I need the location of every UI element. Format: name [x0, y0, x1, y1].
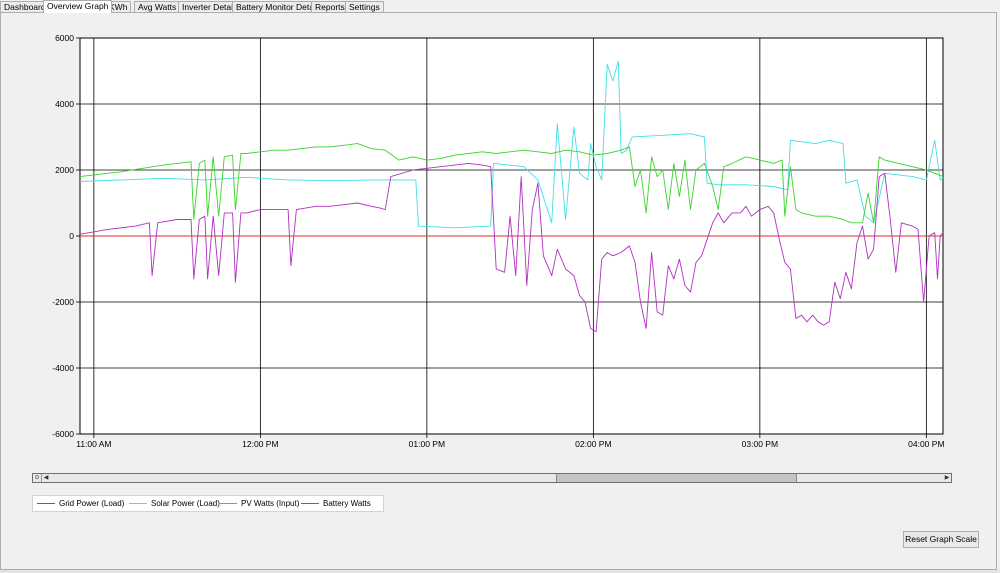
zoom-reset-icon[interactable]: ⊙: [33, 474, 42, 482]
tab-battery-monitor-detail[interactable]: Battery Monitor Detail: [232, 1, 322, 12]
x-tick-label: 04:00 PM: [908, 439, 944, 449]
y-tick-label: -2000: [52, 297, 74, 307]
y-tick-label: -6000: [52, 429, 74, 439]
tab-reports[interactable]: Reports: [311, 1, 349, 12]
y-tick-label: 6000: [55, 33, 74, 43]
legend-label: Battery Watts: [323, 499, 371, 508]
window-bottom-edge: [0, 570, 1000, 573]
y-tick-label: 0: [69, 231, 74, 241]
series-line-battery-watts: [79, 162, 944, 333]
y-tick-label: 4000: [55, 99, 74, 109]
chart-horizontal-scrollbar[interactable]: ⊙ ◀ ▶: [32, 473, 952, 483]
tab-inverter-detail[interactable]: Inverter Detail: [178, 1, 239, 12]
x-tick-label: 12:00 PM: [242, 439, 278, 449]
legend-item-pv-watts: PV Watts (Input): [219, 496, 299, 511]
tab-overview-graph[interactable]: Overview Graph: [43, 0, 113, 13]
scrollbar-thumb[interactable]: [556, 474, 797, 482]
legend-label: PV Watts (Input): [241, 499, 300, 508]
scroll-right-icon[interactable]: ▶: [944, 475, 950, 481]
legend-label: Grid Power (Load): [59, 499, 125, 508]
series-line-solar-power-load: [79, 60, 944, 229]
x-tick-label: 01:00 PM: [409, 439, 445, 449]
chart-legend: Grid Power (Load) Solar Power (Load) PV …: [32, 495, 384, 512]
series-line-pv-watts-input: [79, 143, 944, 224]
overview-graph-panel: 6000 4000 2000 0 -2000 -4000 -6000 11:00 AM 12:0…: [0, 12, 997, 570]
x-tick-label: 02:00 PM: [575, 439, 611, 449]
scroll-left-icon[interactable]: ◀: [43, 475, 49, 481]
legend-item-solar-power: Solar Power (Load): [129, 496, 220, 511]
legend-swatch-grid-power: [37, 503, 55, 505]
x-tick-label: 03:00 PM: [742, 439, 778, 449]
legend-swatch-battery-watts: [301, 503, 319, 505]
y-tick-label: 2000: [55, 165, 74, 175]
legend-label: Solar Power (Load): [151, 499, 220, 508]
y-tick-label: -4000: [52, 363, 74, 373]
tab-avg-watts[interactable]: Avg Watts: [134, 1, 181, 12]
tab-bar: Dashboard Overview Graph KWh Avg Watts I…: [0, 0, 1000, 13]
legend-swatch-solar-power: [129, 503, 147, 505]
legend-item-battery-watts: Battery Watts: [301, 496, 371, 511]
tab-settings[interactable]: Settings: [345, 1, 384, 12]
legend-swatch-pv-watts: [219, 503, 237, 505]
reset-graph-scale-button[interactable]: Reset Graph Scale: [903, 531, 979, 548]
legend-item-grid-power: Grid Power (Load): [37, 496, 124, 511]
x-tick-label: 11:00 AM: [76, 439, 111, 449]
